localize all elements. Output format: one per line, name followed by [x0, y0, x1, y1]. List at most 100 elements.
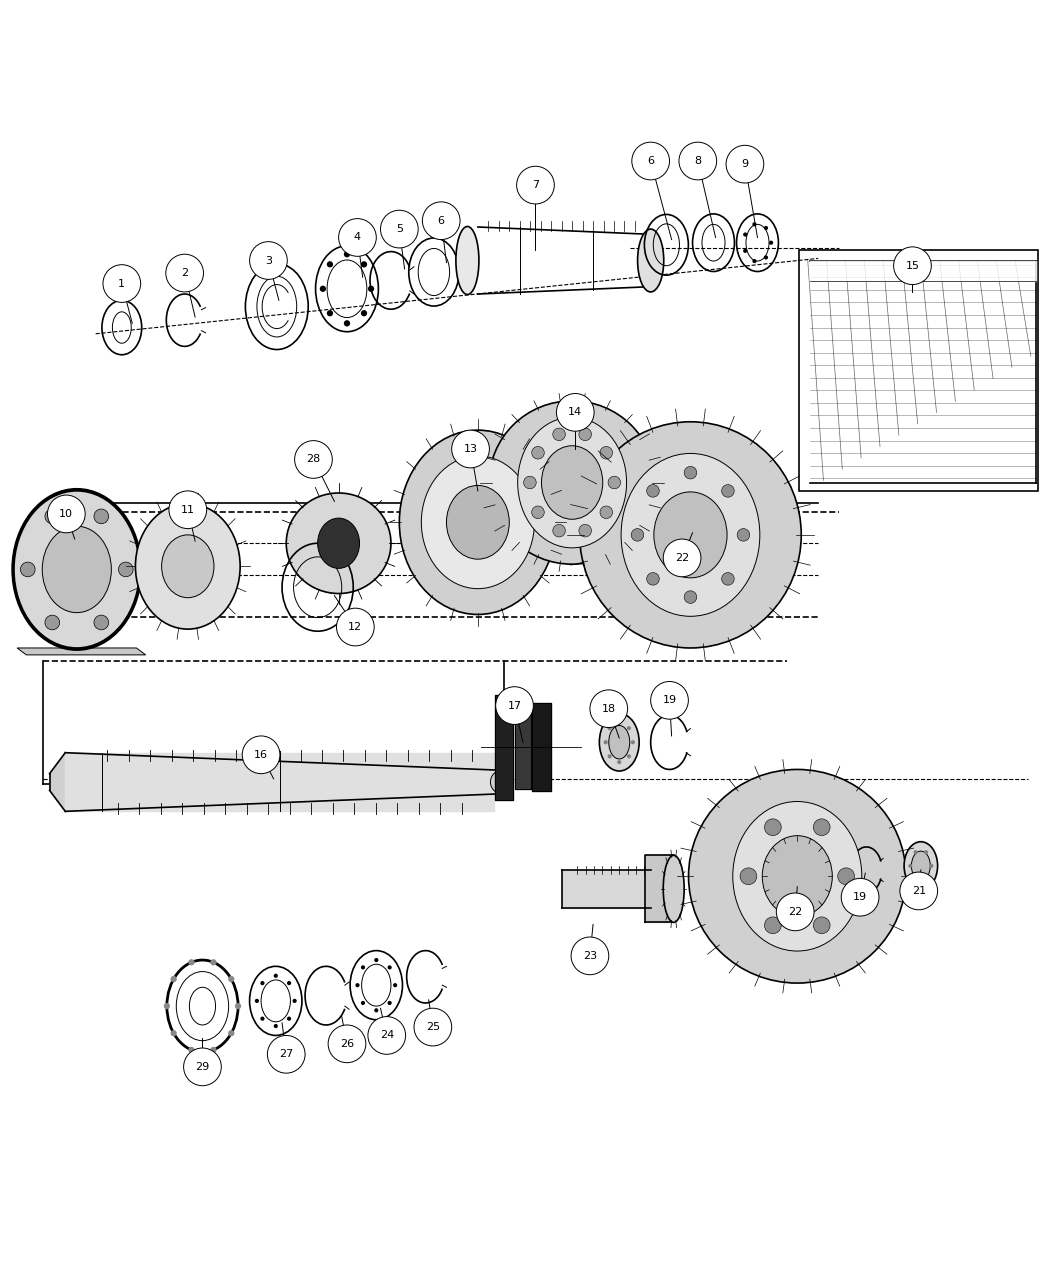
- Circle shape: [260, 1016, 265, 1021]
- Text: 15: 15: [905, 260, 920, 270]
- Circle shape: [608, 755, 612, 759]
- Circle shape: [894, 247, 931, 284]
- Ellipse shape: [911, 852, 930, 881]
- Text: 27: 27: [279, 1049, 293, 1060]
- Text: 11: 11: [181, 505, 195, 515]
- Polygon shape: [17, 648, 146, 655]
- Text: 29: 29: [195, 1062, 210, 1072]
- Circle shape: [188, 959, 194, 965]
- Circle shape: [328, 1025, 365, 1062]
- Ellipse shape: [609, 725, 630, 759]
- Circle shape: [651, 681, 689, 719]
- Circle shape: [274, 1024, 278, 1028]
- Circle shape: [274, 974, 278, 978]
- Text: 1: 1: [119, 278, 125, 288]
- Circle shape: [93, 509, 108, 524]
- Circle shape: [632, 143, 670, 180]
- Circle shape: [531, 506, 544, 519]
- Text: 6: 6: [647, 156, 654, 166]
- Circle shape: [914, 850, 918, 854]
- Circle shape: [617, 720, 622, 724]
- Text: 17: 17: [507, 700, 522, 710]
- Circle shape: [721, 484, 734, 497]
- Circle shape: [721, 572, 734, 585]
- Text: 12: 12: [349, 622, 362, 632]
- Ellipse shape: [762, 835, 833, 917]
- Ellipse shape: [421, 456, 534, 589]
- Circle shape: [908, 863, 912, 868]
- Circle shape: [293, 998, 297, 1003]
- Circle shape: [604, 740, 608, 745]
- Text: 2: 2: [181, 268, 188, 278]
- Circle shape: [743, 249, 748, 252]
- Text: 28: 28: [307, 454, 320, 464]
- Text: 8: 8: [694, 156, 701, 166]
- Circle shape: [387, 965, 392, 969]
- Circle shape: [531, 446, 544, 459]
- Circle shape: [590, 690, 628, 728]
- Circle shape: [164, 1003, 170, 1010]
- Circle shape: [579, 524, 591, 537]
- Ellipse shape: [446, 486, 509, 560]
- Circle shape: [900, 872, 938, 910]
- Text: 10: 10: [59, 509, 74, 519]
- Text: 26: 26: [340, 1039, 354, 1049]
- Circle shape: [579, 428, 591, 441]
- Circle shape: [608, 725, 612, 731]
- Circle shape: [814, 917, 831, 933]
- Circle shape: [210, 1047, 216, 1053]
- Circle shape: [552, 428, 565, 441]
- Text: 19: 19: [853, 892, 867, 903]
- Text: 14: 14: [568, 407, 583, 417]
- Circle shape: [769, 241, 773, 245]
- Text: 5: 5: [396, 224, 403, 235]
- Ellipse shape: [637, 230, 664, 292]
- Circle shape: [228, 975, 234, 982]
- Circle shape: [343, 320, 350, 326]
- Polygon shape: [516, 705, 530, 789]
- Circle shape: [685, 467, 697, 479]
- Circle shape: [210, 959, 216, 965]
- Circle shape: [631, 529, 644, 541]
- Circle shape: [361, 310, 368, 316]
- Ellipse shape: [622, 454, 760, 616]
- Circle shape: [327, 310, 333, 316]
- Text: 16: 16: [254, 750, 268, 760]
- Circle shape: [103, 265, 141, 302]
- Circle shape: [740, 868, 757, 885]
- Text: 23: 23: [583, 951, 597, 961]
- Circle shape: [571, 937, 609, 974]
- Circle shape: [169, 491, 207, 529]
- Circle shape: [260, 980, 265, 986]
- Circle shape: [93, 615, 108, 630]
- Circle shape: [452, 430, 489, 468]
- Circle shape: [368, 286, 374, 292]
- Circle shape: [647, 572, 659, 585]
- Circle shape: [119, 562, 133, 576]
- Circle shape: [924, 877, 928, 881]
- Text: 4: 4: [354, 232, 361, 242]
- Circle shape: [336, 608, 374, 646]
- Text: 21: 21: [911, 886, 926, 896]
- Ellipse shape: [287, 493, 391, 594]
- Ellipse shape: [664, 856, 685, 922]
- Text: 9: 9: [741, 159, 749, 170]
- Ellipse shape: [733, 802, 862, 951]
- Circle shape: [838, 868, 855, 885]
- Circle shape: [764, 226, 768, 230]
- Circle shape: [600, 506, 612, 519]
- Circle shape: [361, 261, 368, 268]
- Text: 18: 18: [602, 704, 616, 714]
- Ellipse shape: [542, 446, 603, 519]
- Circle shape: [685, 590, 697, 603]
- Text: 3: 3: [265, 255, 272, 265]
- Circle shape: [287, 980, 291, 986]
- Circle shape: [361, 965, 365, 969]
- Text: 24: 24: [380, 1030, 394, 1040]
- Circle shape: [422, 201, 460, 240]
- Circle shape: [47, 495, 85, 533]
- Circle shape: [387, 1001, 392, 1005]
- Circle shape: [268, 1035, 306, 1074]
- Text: 7: 7: [532, 180, 539, 190]
- Circle shape: [414, 1009, 452, 1046]
